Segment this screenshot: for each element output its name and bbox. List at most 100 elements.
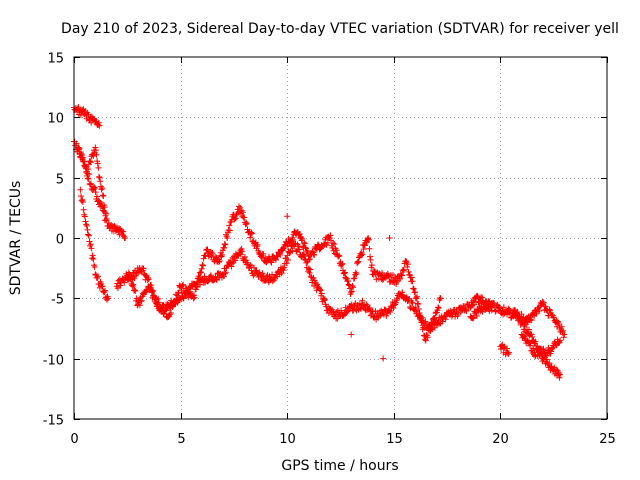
data-point — [429, 321, 436, 328]
data-point — [241, 214, 248, 221]
data-point — [310, 274, 317, 281]
data-point — [85, 232, 92, 239]
data-point — [254, 243, 261, 250]
data-point — [90, 255, 97, 262]
y-tick-label: 5 — [56, 173, 64, 188]
data-point — [321, 240, 328, 247]
data-point — [81, 110, 88, 117]
data-point — [317, 287, 324, 294]
data-point — [234, 252, 241, 259]
data-point — [321, 296, 328, 303]
data-point — [222, 241, 229, 248]
data-point — [215, 256, 222, 263]
data-point — [341, 270, 348, 277]
data-point — [338, 261, 345, 268]
data-point — [471, 301, 478, 308]
data-point — [84, 226, 91, 233]
data-point — [303, 259, 310, 266]
data-point — [259, 270, 266, 277]
data-point — [327, 232, 334, 239]
data-point — [333, 247, 340, 254]
data-point — [306, 255, 313, 262]
data-point — [148, 282, 155, 289]
data-point — [402, 258, 409, 265]
data-point — [95, 119, 102, 126]
data-point — [527, 316, 534, 323]
data-point — [470, 315, 477, 322]
data-point — [336, 252, 343, 259]
data-point — [99, 283, 106, 290]
data-point — [442, 316, 449, 323]
data-point — [241, 253, 248, 260]
data-point — [101, 289, 108, 296]
data-point — [174, 292, 181, 299]
data-point — [518, 311, 525, 318]
data-point — [486, 308, 493, 315]
data-point — [348, 301, 355, 308]
data-point — [296, 231, 303, 238]
data-point — [88, 245, 95, 252]
data-point — [101, 204, 108, 211]
data-point — [301, 240, 308, 247]
data-point — [424, 334, 431, 341]
data-point — [283, 239, 290, 246]
data-point — [226, 222, 233, 229]
data-point — [383, 312, 390, 319]
data-point — [122, 235, 129, 241]
data-point — [397, 275, 404, 282]
data-point — [473, 312, 480, 319]
data-point — [342, 304, 349, 311]
data-point — [191, 294, 198, 301]
data-point — [422, 318, 429, 325]
data-point — [255, 249, 262, 256]
data-point — [492, 308, 499, 315]
data-point — [380, 355, 387, 362]
data-point — [331, 250, 338, 257]
data-point — [99, 192, 106, 199]
data-point — [397, 271, 404, 278]
data-point — [419, 317, 426, 324]
data-point — [95, 164, 102, 171]
data-point — [316, 246, 323, 253]
data-point — [348, 331, 355, 338]
data-point — [414, 300, 421, 307]
data-point — [418, 317, 425, 324]
data-point — [414, 293, 421, 300]
data-point — [412, 295, 419, 302]
data-point — [366, 304, 373, 311]
x-tick-label: 10 — [279, 432, 296, 447]
data-point — [197, 269, 204, 276]
data-point — [399, 272, 405, 279]
data-point — [239, 209, 246, 216]
data-point — [237, 204, 244, 211]
data-point — [120, 228, 127, 235]
data-point — [91, 185, 98, 192]
data-point — [93, 193, 100, 200]
data-point — [505, 305, 512, 312]
data-point — [368, 262, 375, 269]
data-point — [387, 308, 394, 315]
data-point — [335, 253, 342, 260]
y-axis-label: SDTVAR / TECUs — [8, 181, 24, 296]
x-tick-label: 25 — [599, 432, 616, 447]
data-point — [540, 345, 547, 352]
data-point — [505, 351, 512, 358]
data-point — [546, 360, 553, 367]
data-point — [75, 146, 82, 153]
data-point — [94, 158, 101, 165]
data-point — [99, 185, 106, 192]
data-point — [415, 301, 422, 308]
data-point — [222, 270, 229, 277]
data-point — [553, 366, 560, 373]
data-point — [382, 306, 389, 313]
data-point — [406, 271, 413, 278]
data-point — [555, 369, 562, 376]
data-point — [232, 215, 239, 222]
data-point — [350, 284, 357, 291]
data-point — [215, 259, 222, 266]
data-point — [404, 263, 411, 270]
x-tick-label: 15 — [386, 432, 403, 447]
data-point — [345, 281, 352, 288]
